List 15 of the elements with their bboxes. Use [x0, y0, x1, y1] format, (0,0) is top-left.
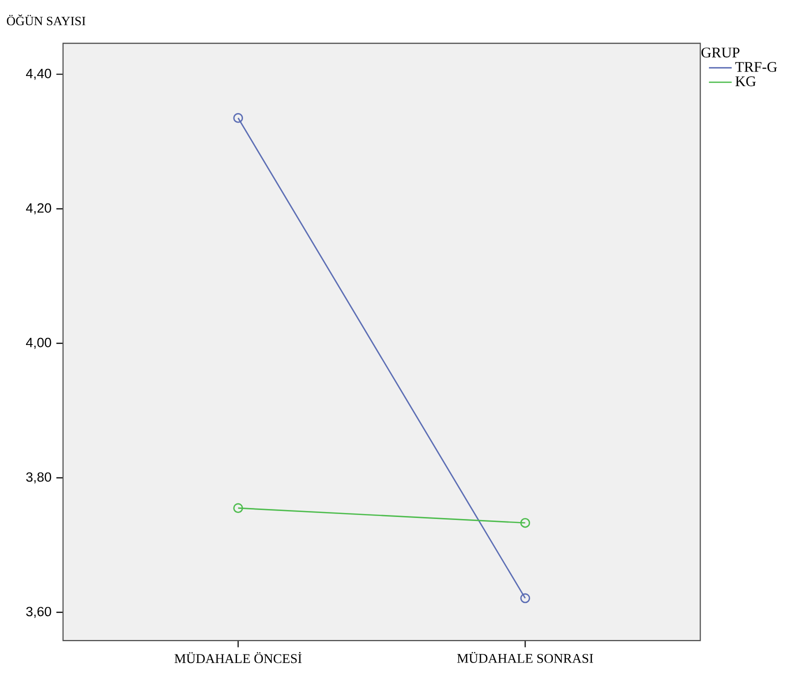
legend-title: GRUP	[701, 48, 740, 58]
point	[520, 518, 530, 528]
y-tick-label: 4,20	[26, 203, 52, 214]
y-tick-label: 4,00	[26, 338, 52, 350]
x-tick-label: MÜDAHALE ÖNCESİ	[174, 652, 302, 664]
y-axis-title: ÖĞÜN SAYISI	[6, 14, 86, 26]
y-tick-label: 3,60	[26, 607, 52, 618]
point	[233, 113, 244, 124]
y-tick-label: 4,40	[26, 68, 52, 80]
legend-label: KG	[735, 76, 756, 86]
point	[520, 593, 530, 604]
y-tick-label: 3,80	[26, 472, 52, 484]
x-tick-label: MÜDAHALE SONRASI	[457, 652, 594, 664]
legend-label: TRF-G	[735, 62, 777, 72]
point	[233, 503, 244, 514]
